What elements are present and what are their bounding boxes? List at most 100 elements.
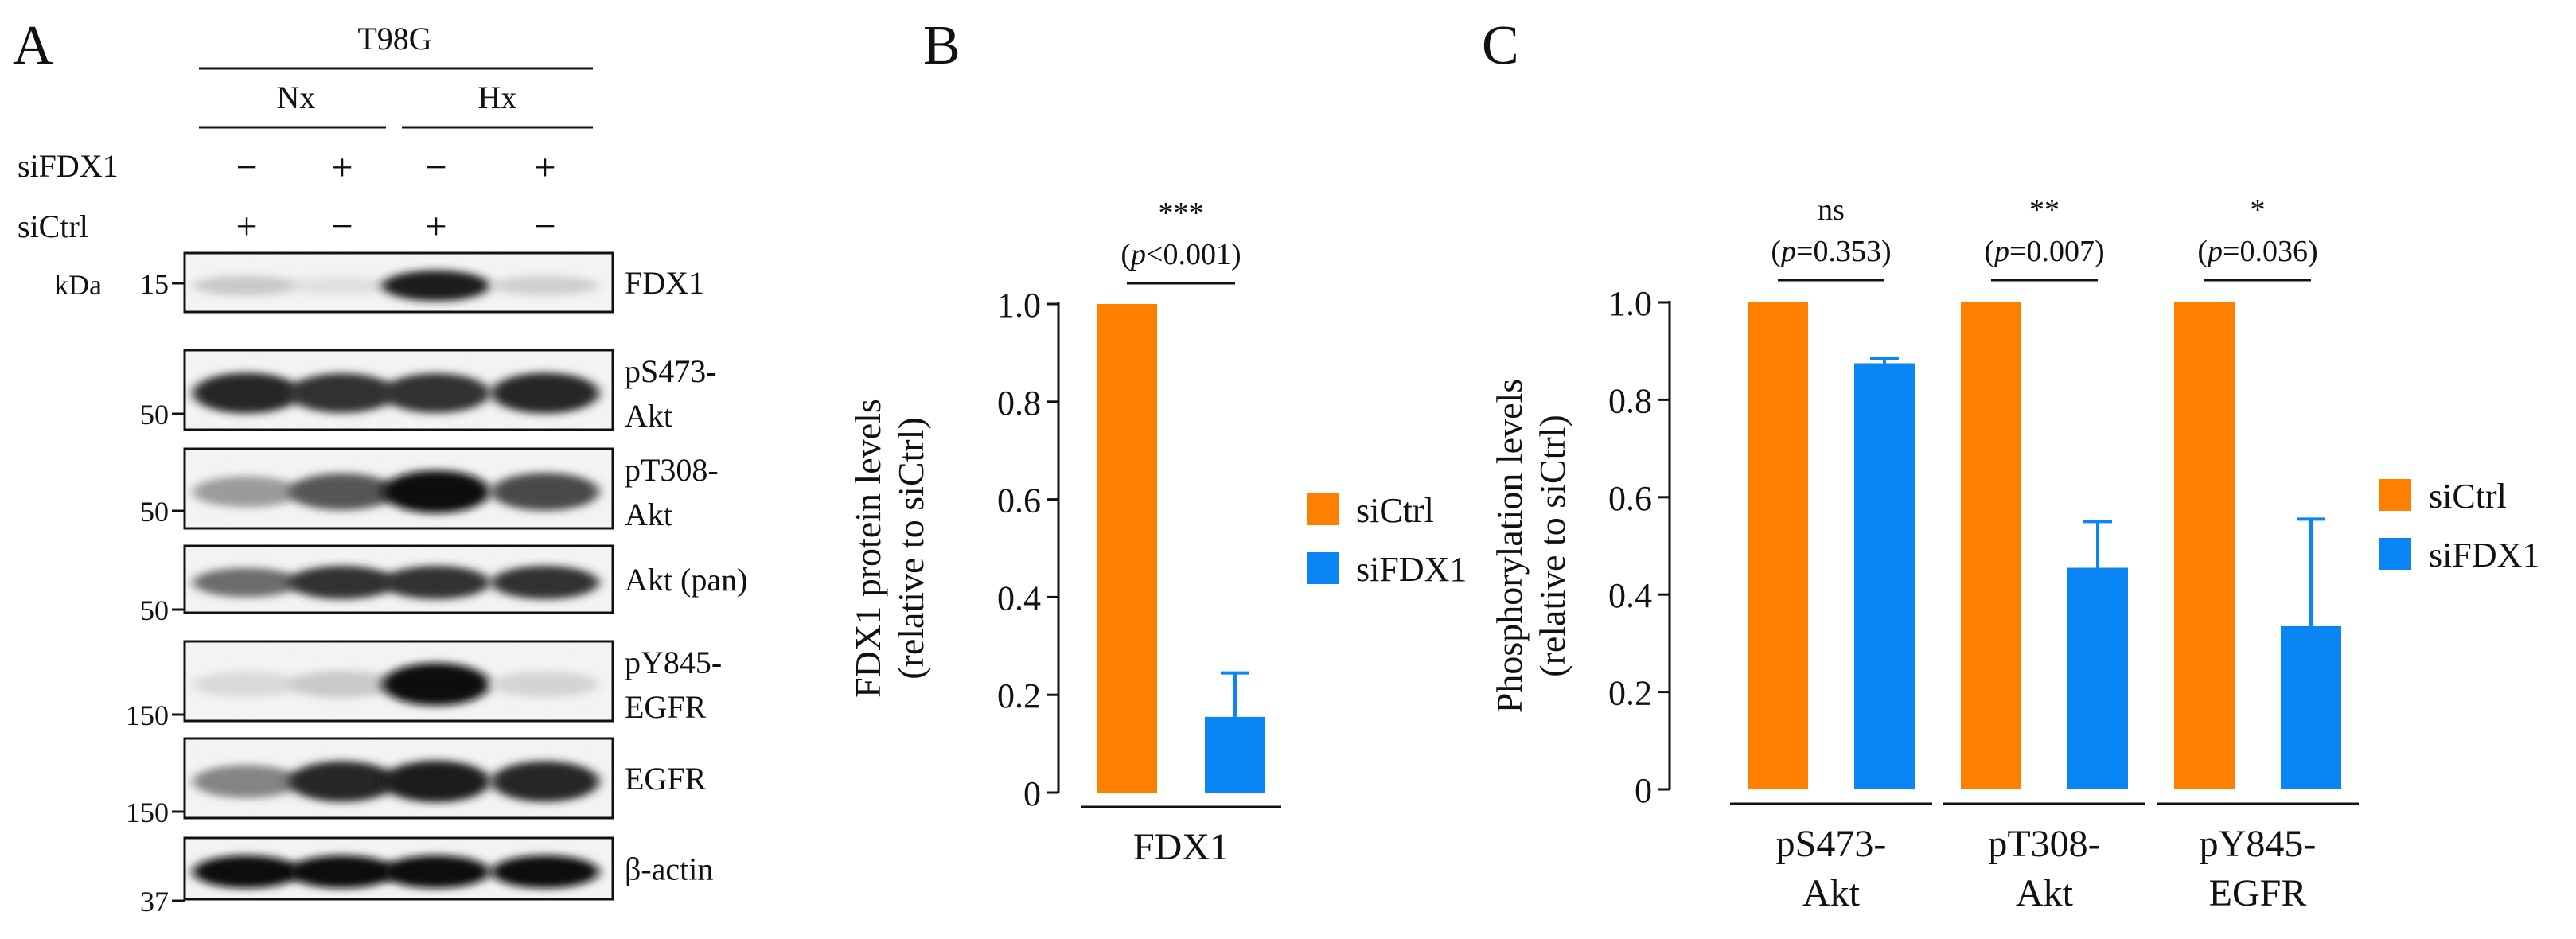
- panel-b-fdx1-chart: B 0 0.2 0.4 0.6 0.8 1.0 FDX1 protein levels (re…: [848, 15, 1467, 868]
- bar-sictrl-3: [2174, 302, 2235, 789]
- y-tick-label: 0.4: [1608, 576, 1652, 615]
- legend-swatch-sictrl: [1307, 493, 1339, 525]
- marker-label: 150: [126, 699, 169, 731]
- p-open-paren: (: [1120, 238, 1131, 271]
- legend-label-sifdx1: siFDX1: [1356, 550, 1467, 589]
- blot-label-line-1: pS473-: [625, 353, 717, 389]
- band-lane-3: [382, 855, 490, 889]
- legend-label-sifdx1: siFDX1: [2429, 536, 2539, 575]
- blot-label-line-2: Akt: [625, 497, 672, 532]
- band-lane-1: [193, 275, 301, 296]
- group-label-line-2: Akt: [1802, 872, 1861, 914]
- y-axis-label-line-2: (relative to siCtrl): [890, 417, 931, 680]
- band-lane-4: [491, 761, 599, 802]
- treatment-signs: − + − + + − + −: [236, 146, 555, 247]
- y-tick-label: 0.4: [997, 579, 1041, 618]
- row-label-sictrl: siCtrl: [18, 208, 88, 244]
- marker-label: 50: [140, 496, 169, 528]
- row-label-sifdx1: siFDX1: [18, 148, 119, 184]
- band-lane-2: [288, 473, 396, 511]
- blot-5: pY845- EGFR 150: [126, 640, 722, 731]
- bar-sifdx1-1: [1205, 716, 1265, 793]
- band-lane-2: [288, 565, 396, 600]
- group-label-line-1: pT308-: [1988, 823, 2100, 865]
- cell-line-label: T98G: [357, 21, 431, 56]
- y-tick-label: 0: [1635, 771, 1652, 810]
- blot-label: Akt (pan): [625, 562, 747, 598]
- sictrl-sign-lane-2: −: [331, 205, 353, 247]
- blot-2: pS473- Akt 50: [140, 349, 717, 434]
- y-tick-label: 0.8: [1608, 381, 1652, 420]
- band-lane-1: [193, 567, 301, 598]
- significance-stars: ***: [1159, 197, 1204, 230]
- band-lane-3: [382, 470, 490, 513]
- bar-sictrl-2: [1961, 302, 2021, 789]
- legend-swatch-sifdx1: [1307, 552, 1339, 584]
- band-lane-4: [491, 855, 599, 889]
- significance-stars: **: [2029, 193, 2060, 227]
- blot-label-line-1: pT308-: [625, 452, 719, 488]
- sifdx1-sign-lane-2: +: [331, 146, 353, 189]
- y-tick-label: 0.2: [1608, 674, 1652, 713]
- significance-stars: *: [2251, 193, 2266, 227]
- kda-label: kDa: [54, 269, 102, 301]
- p-value-label: (p<0.001): [1120, 238, 1241, 271]
- band-lane-3: [382, 760, 490, 803]
- blot-3: pT308- Akt 50: [140, 447, 719, 532]
- y-tick-label: 0.6: [997, 481, 1041, 520]
- band-lane-3: [382, 270, 490, 302]
- y-tick-label: 0.6: [1608, 479, 1652, 518]
- blot-label: FDX1: [625, 265, 704, 301]
- blot-label-line-2: EGFR: [625, 689, 707, 725]
- marker-label: 15: [140, 268, 169, 300]
- p-value-text: =0.353): [1796, 235, 1892, 268]
- p-open-paren: (: [1771, 235, 1781, 268]
- y-tick-label: 0: [1023, 774, 1041, 813]
- blot-label: β-actin: [625, 851, 713, 887]
- group-label-line-1: FDX1: [1133, 826, 1229, 868]
- band-lane-3: [382, 372, 490, 414]
- panel-a-western-blot: A T98G Nx Hx siFDX1 siCtrl − + − ++ − + − kDa …: [13, 15, 747, 918]
- band-lane-2: [288, 372, 396, 414]
- p-value-label: (p=0.353): [1771, 235, 1891, 268]
- p-value-text: =0.036): [2223, 235, 2318, 268]
- p-symbol: p: [1779, 235, 1796, 268]
- legend-label-sictrl: siCtrl: [1356, 491, 1434, 530]
- p-symbol: p: [1128, 238, 1146, 271]
- group-label-line-1: pY845-: [2200, 823, 2317, 865]
- band-lane-4: [491, 565, 599, 600]
- sictrl-sign-lane-4: −: [534, 205, 555, 247]
- sifdx1-sign-lane-4: +: [534, 146, 555, 189]
- marker-label: 37: [140, 886, 169, 918]
- condition-nx-label: Nx: [277, 80, 316, 115]
- marker-label: 50: [140, 399, 169, 431]
- legend-label-sictrl: siCtrl: [2429, 477, 2507, 516]
- bar-sictrl-1: [1097, 304, 1157, 793]
- marker-label: 150: [126, 797, 169, 828]
- y-tick-label: 1.0: [1608, 284, 1652, 323]
- blot-4: Akt (pan) 50: [140, 544, 747, 626]
- panel-c-phosphorylation-chart: C 0 0.2 0.4 0.6 0.8 1.0 Phosphorylation levels…: [1482, 15, 2539, 914]
- sictrl-sign-lane-1: +: [236, 205, 257, 247]
- band-lane-1: [193, 765, 301, 798]
- panel-c-label: C: [1482, 15, 1519, 76]
- p-value-text: =0.007): [2009, 235, 2105, 268]
- p-value-text: <0.001): [1146, 238, 1241, 271]
- bar-sifdx1-2: [2067, 567, 2128, 789]
- band-lane-4: [491, 671, 599, 698]
- band-lane-2: [288, 671, 396, 698]
- y-axis-label-line-2: (relative to siCtrl): [1532, 415, 1572, 677]
- condition-hx-label: Hx: [478, 80, 517, 115]
- bar-sifdx1-1: [1854, 363, 1915, 789]
- p-value-label: (p=0.036): [2197, 235, 2317, 268]
- band-lane-3: [382, 565, 490, 600]
- p-open-paren: (: [1984, 235, 1994, 268]
- group-label-line-2: Akt: [2016, 872, 2074, 914]
- marker-label: 50: [140, 594, 169, 626]
- blot-label-line-1: pY845-: [625, 645, 722, 680]
- panel-b-label: B: [923, 15, 961, 76]
- blot-1: FDX1 15: [140, 251, 704, 314]
- y-axis-label-line-1: FDX1 protein levels: [848, 399, 888, 698]
- band-lane-1: [193, 855, 301, 889]
